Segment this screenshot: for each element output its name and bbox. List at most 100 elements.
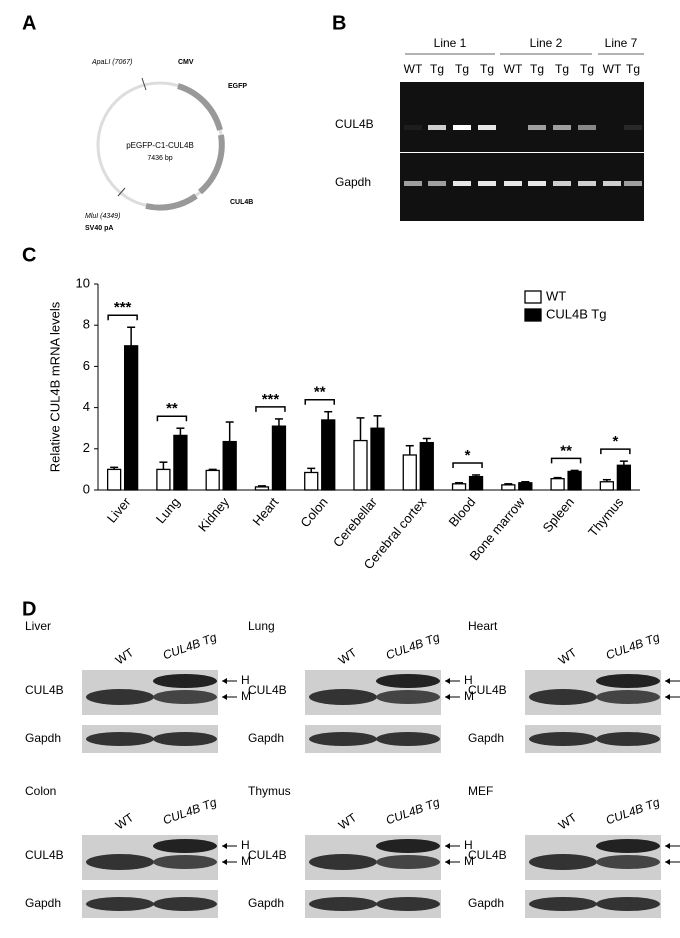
gel-band xyxy=(553,125,571,130)
blot-band xyxy=(309,689,377,705)
gel-band xyxy=(528,125,546,130)
blot-band xyxy=(596,690,660,704)
blot-band xyxy=(153,897,217,911)
gel-lane-label: Tg xyxy=(626,62,640,76)
legend-label: WT xyxy=(546,288,566,303)
row-label: CUL4B xyxy=(248,848,287,862)
arrow-label: M xyxy=(464,854,474,868)
row-label: CUL4B xyxy=(25,848,64,862)
significance-bracket xyxy=(550,457,582,464)
arrow-head xyxy=(222,678,227,684)
y-tick-label: 0 xyxy=(83,481,90,496)
site-label: ApaLI (7067) xyxy=(91,59,132,66)
bar xyxy=(205,469,220,491)
blot-band xyxy=(596,674,660,688)
gel-band xyxy=(553,181,571,186)
bar xyxy=(321,419,336,491)
bar xyxy=(501,484,516,491)
arrow-head xyxy=(445,678,450,684)
blot-band xyxy=(86,732,154,746)
bar xyxy=(616,464,632,491)
gel-lane-label: WT xyxy=(504,62,523,76)
row-label: Gapdh xyxy=(468,896,504,910)
y-tick-label: 4 xyxy=(83,399,90,414)
feature-label: SV40 pA xyxy=(85,225,113,232)
bar xyxy=(419,441,434,491)
gel-band xyxy=(478,125,496,130)
site-mark xyxy=(141,77,147,91)
blot-band xyxy=(309,732,377,746)
blot-band xyxy=(529,854,597,870)
gel-band xyxy=(404,181,422,186)
bar xyxy=(173,434,188,491)
row-label: CUL4B xyxy=(468,683,507,697)
western-blot: Thymus WT CUL4B Tg CUL4B Gapdh HM xyxy=(248,784,474,918)
gel-band xyxy=(428,181,446,186)
blot-band xyxy=(596,897,660,911)
arrow-head xyxy=(665,678,670,684)
row-label: Gapdh xyxy=(25,896,61,910)
blot-band xyxy=(309,897,377,911)
plasmid-map: pEGFP-C1-CUL4B 7436 bp CMV EGFP CUL4B SV… xyxy=(85,59,253,232)
gel-band xyxy=(603,181,621,186)
bar xyxy=(156,468,171,491)
blot-band xyxy=(86,897,154,911)
site-label: MluI (4349) xyxy=(85,213,120,220)
blot-band xyxy=(596,839,660,853)
row-label: Gapdh xyxy=(248,896,284,910)
significance-bracket xyxy=(156,415,188,422)
y-tick-label: 2 xyxy=(83,440,90,455)
blot-band xyxy=(153,839,217,853)
feature-label: CUL4B xyxy=(230,199,253,206)
gel-row-label: Gapdh xyxy=(335,175,371,189)
x-tick-label: Blood xyxy=(446,494,479,529)
significance-bracket xyxy=(452,462,483,468)
gel-band xyxy=(624,181,642,186)
bar xyxy=(451,483,467,491)
bar xyxy=(567,470,582,491)
plasmid-size: 7436 bp xyxy=(147,155,172,162)
blot-band xyxy=(529,689,597,705)
blot-band xyxy=(86,689,154,705)
blot-band xyxy=(529,897,597,911)
legend-label: CUL4B Tg xyxy=(546,306,606,321)
gel-row-label: CUL4B xyxy=(335,117,374,131)
site-mark xyxy=(117,187,126,197)
feature-arc xyxy=(197,134,225,195)
row-label: CUL4B xyxy=(468,848,507,862)
significance-label: ** xyxy=(560,442,572,459)
bar xyxy=(468,475,484,491)
y-tick-label: 6 xyxy=(83,358,90,373)
significance-label: ** xyxy=(166,400,178,417)
column-label: WT xyxy=(556,810,580,833)
x-tick-label: Lung xyxy=(153,494,183,526)
significance-bracket xyxy=(255,406,286,412)
gel-band xyxy=(578,125,596,130)
arrow-head xyxy=(222,843,227,849)
gel-group-label: Line 1 xyxy=(434,36,467,50)
blot-band xyxy=(153,855,217,869)
significance-bracket xyxy=(107,314,138,321)
gel-lane-label: Tg xyxy=(555,62,569,76)
bar xyxy=(222,440,237,491)
bar xyxy=(304,471,319,491)
gel-group-label: Line 2 xyxy=(530,36,563,50)
gel-group-label: Line 7 xyxy=(605,36,638,50)
row-label: Gapdh xyxy=(248,731,284,745)
gel-band xyxy=(578,181,596,186)
bar xyxy=(599,481,615,491)
blot-band xyxy=(376,690,440,704)
arrow-head xyxy=(665,843,670,849)
bar xyxy=(353,439,368,491)
feature-label: EGFP xyxy=(228,83,247,90)
blot-band xyxy=(86,854,154,870)
bar xyxy=(518,482,533,491)
bar xyxy=(123,345,139,491)
gel-lane-label: Tg xyxy=(455,62,469,76)
x-tick-label: Thymus xyxy=(585,494,627,539)
column-label: WT xyxy=(336,645,360,668)
gel-lane-label: Tg xyxy=(430,62,444,76)
bar xyxy=(271,425,287,491)
